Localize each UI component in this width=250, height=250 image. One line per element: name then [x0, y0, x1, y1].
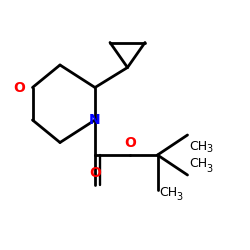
Text: CH: CH: [189, 140, 207, 153]
Text: O: O: [124, 136, 136, 150]
Text: 3: 3: [206, 144, 212, 154]
Text: CH: CH: [159, 186, 177, 199]
Text: O: O: [13, 80, 25, 94]
Text: 3: 3: [176, 192, 182, 202]
Text: 3: 3: [206, 164, 212, 174]
Text: O: O: [89, 166, 101, 180]
Text: CH: CH: [189, 157, 207, 170]
Text: N: N: [89, 113, 101, 127]
